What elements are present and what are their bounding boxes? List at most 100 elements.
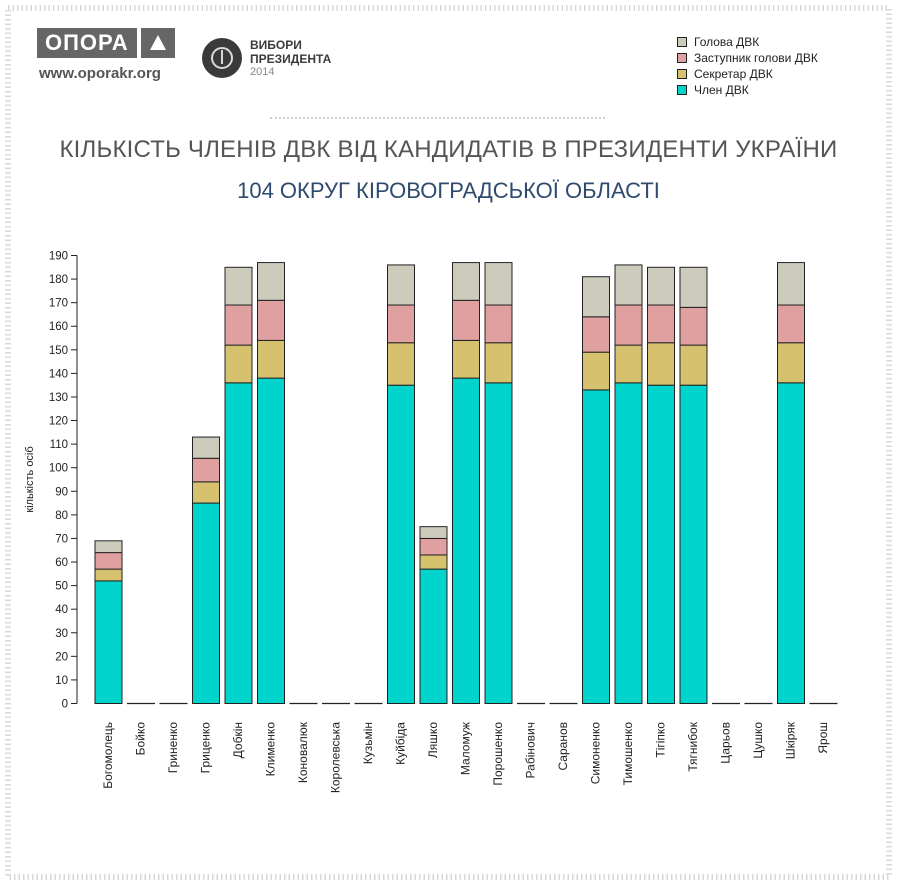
legend-item-member: Член ДВК xyxy=(677,82,818,98)
bar-segment-member xyxy=(679,384,708,704)
x-category-label: Ярош xyxy=(816,722,830,754)
x-category-label: Куйбіда xyxy=(394,722,408,765)
x-category-label: Симоненко xyxy=(589,722,603,785)
x-category-label: Царьов xyxy=(719,722,733,764)
bar-segment-secretary xyxy=(192,481,220,504)
election-line2: ПРЕЗИДЕНТА xyxy=(250,52,332,66)
x-category-label: Кузьмін xyxy=(361,722,375,764)
bar-segment-deputy xyxy=(192,457,220,483)
bar-segment-secretary xyxy=(484,342,513,384)
y-tick-label: 60 xyxy=(55,557,68,569)
x-category-label: Гриценко xyxy=(199,722,213,774)
bar-segment-deputy xyxy=(679,306,708,346)
bar-segment-secretary xyxy=(647,342,675,386)
bar-segment-secretary xyxy=(777,342,805,384)
bar-segment-deputy xyxy=(94,552,123,570)
x-category-label: Добкін xyxy=(231,722,245,758)
bar-segment-head xyxy=(419,526,448,539)
bar-segment-head xyxy=(192,436,220,459)
y-tick-label: 80 xyxy=(55,510,68,522)
x-category-label: Тимошенко xyxy=(621,722,635,786)
x-category-label: Богомолець xyxy=(101,722,115,789)
bar-segment-deputy xyxy=(419,537,448,556)
chart-legend: Голова ДВК Заступник голови ДВК Секретар… xyxy=(677,34,818,98)
triangle-icon xyxy=(140,28,175,58)
y-tick-label: 110 xyxy=(50,439,68,451)
x-category-label: Саранов xyxy=(556,722,570,771)
bar-segment-head xyxy=(452,262,480,301)
bar-segment-member xyxy=(387,384,415,704)
legend-item-head: Голова ДВК xyxy=(677,34,818,50)
y-tick-label: 70 xyxy=(55,533,68,545)
bar-segment-member xyxy=(419,568,448,704)
bar-segment-secretary xyxy=(224,344,253,384)
bar-segment-deputy xyxy=(387,304,415,344)
y-tick-label: 170 xyxy=(49,298,68,310)
y-tick-label: 180 xyxy=(49,274,68,286)
bar-segment-head xyxy=(257,262,285,301)
election-year: 2014 xyxy=(250,66,275,78)
bar-segment-member xyxy=(452,377,480,704)
bar-segment-secretary xyxy=(257,339,285,379)
bar-segment-head xyxy=(777,262,805,306)
x-category-label: Бойко xyxy=(134,722,148,756)
bar-segment-member xyxy=(484,382,513,704)
legend-swatch-member xyxy=(677,85,687,95)
y-tick-label: 130 xyxy=(49,392,68,404)
x-category-label: Маломуж xyxy=(459,722,473,775)
bar-segment-secretary xyxy=(452,339,480,379)
y-tick-label: 10 xyxy=(55,675,68,687)
bar-segment-head xyxy=(224,266,253,306)
y-tick-label: 40 xyxy=(55,604,68,616)
y-axis-label: кількість осіб xyxy=(24,446,36,512)
bar-segment-member xyxy=(777,382,805,704)
bar-segment-member xyxy=(224,382,253,704)
bar-segment-secretary xyxy=(94,568,123,582)
bar-segment-secretary xyxy=(614,344,643,384)
bar-segment-secretary xyxy=(387,342,415,386)
x-category-label: Шкіряк xyxy=(784,721,798,759)
chart-title: КІЛЬКІСТЬ ЧЛЕНІВ ДВК ВІД КАНДИДАТІВ В ПР… xyxy=(59,136,838,163)
y-tick-label: 160 xyxy=(49,321,68,333)
legend-swatch-deputy xyxy=(677,53,687,63)
bar-segment-head xyxy=(614,264,643,306)
election-line1: ВИБОРИ xyxy=(250,38,302,52)
bar-segment-member xyxy=(614,382,643,704)
bar-segment-head xyxy=(679,266,708,308)
y-tick-label: 90 xyxy=(55,486,68,498)
legend-item-deputy: Заступник голови ДВК xyxy=(677,50,818,66)
y-tick-label: 20 xyxy=(55,651,68,663)
bar-segment-secretary xyxy=(582,351,610,391)
bar-segment-head xyxy=(484,262,513,306)
bar-segment-deputy xyxy=(582,316,610,353)
y-tick-label: 100 xyxy=(49,463,68,475)
bar-segment-deputy xyxy=(452,299,480,341)
legend-swatch-secretary xyxy=(677,69,687,79)
bar-segment-head xyxy=(647,266,675,306)
bar-segment-member xyxy=(582,389,610,704)
legend-swatch-head xyxy=(677,37,687,47)
y-tick-label: 30 xyxy=(55,628,68,640)
y-tick-label: 140 xyxy=(49,368,68,380)
x-category-label: Цушко xyxy=(751,722,765,759)
site-url: www.oporakr.org xyxy=(39,65,161,82)
y-tick-label: 0 xyxy=(62,699,68,711)
power-button-icon xyxy=(202,38,242,78)
bar-segment-member xyxy=(94,580,123,704)
bar-segment-member xyxy=(257,377,285,704)
bar-segment-secretary xyxy=(419,554,448,570)
x-category-label: Тягнибок xyxy=(686,721,700,771)
logo-text: ОПОРА xyxy=(37,28,137,58)
x-category-label: Клименко xyxy=(264,722,278,777)
y-tick-label: 190 xyxy=(49,251,68,263)
x-category-label: Тігіпко xyxy=(654,722,668,758)
bar-segment-member xyxy=(192,502,220,704)
bar-segment-member xyxy=(647,384,675,704)
x-category-label: Коновалюк xyxy=(296,721,310,783)
y-tick-label: 50 xyxy=(55,581,68,593)
bar-segment-deputy xyxy=(224,304,253,346)
x-category-label: Ляшко xyxy=(426,722,440,758)
y-tick-label: 120 xyxy=(49,416,68,428)
